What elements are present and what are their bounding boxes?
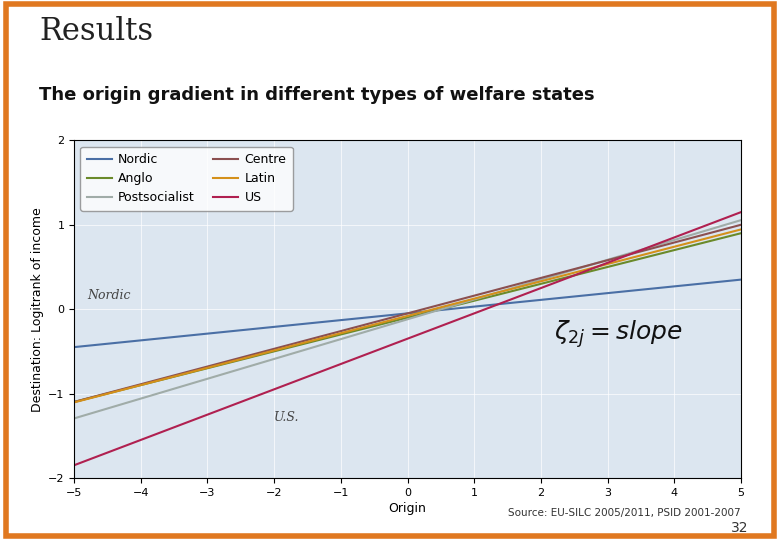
Latin <box>466 296 476 302</box>
Centre <box>464 294 473 300</box>
Centre <box>72 398 81 404</box>
US <box>477 307 487 314</box>
Line: Anglo: Anglo <box>74 233 741 402</box>
Latin <box>69 399 79 406</box>
X-axis label: Origin: Origin <box>388 502 427 515</box>
Line: US: US <box>74 212 741 465</box>
Text: Nordic: Nordic <box>87 289 131 302</box>
Text: The origin gradient in different types of welfare states: The origin gradient in different types o… <box>39 86 594 104</box>
Postsocialist <box>69 415 79 422</box>
Centre <box>632 249 641 256</box>
US <box>674 233 683 239</box>
Legend: Nordic, Anglo, Postsocialist, Centre, Latin, US: Nordic, Anglo, Postsocialist, Centre, La… <box>80 147 292 211</box>
Nordic <box>72 343 81 350</box>
Postsocialist <box>477 294 487 300</box>
Text: Results: Results <box>39 16 153 47</box>
Latin <box>72 399 81 405</box>
Postsocialist <box>674 235 683 242</box>
Postsocialist <box>464 298 473 304</box>
Text: 32: 32 <box>732 521 749 535</box>
Latin <box>632 253 641 260</box>
US <box>72 461 81 468</box>
US <box>466 312 476 318</box>
Text: U.S.: U.S. <box>274 411 300 424</box>
Nordic <box>464 304 473 310</box>
US <box>736 209 746 215</box>
Line: Postsocialist: Postsocialist <box>74 220 741 418</box>
Nordic <box>736 276 746 283</box>
Text: $\zeta_{2j} = slope$: $\zeta_{2j} = slope$ <box>555 319 682 350</box>
Anglo <box>466 298 476 305</box>
Anglo <box>72 398 81 404</box>
Line: Latin: Latin <box>74 230 741 402</box>
Postsocialist <box>466 297 476 303</box>
Anglo <box>464 299 473 305</box>
Latin <box>674 242 683 249</box>
Line: Centre: Centre <box>74 225 741 402</box>
Anglo <box>477 295 487 302</box>
Line: Nordic: Nordic <box>74 280 741 347</box>
Nordic <box>477 302 487 309</box>
Centre <box>466 293 476 300</box>
Nordic <box>69 344 79 350</box>
Centre <box>736 221 746 228</box>
Nordic <box>632 287 641 293</box>
Anglo <box>69 399 79 405</box>
Anglo <box>674 246 683 252</box>
Anglo <box>632 256 641 263</box>
Postsocialist <box>72 415 81 421</box>
Latin <box>477 293 487 300</box>
Latin <box>464 297 473 303</box>
Centre <box>69 399 79 405</box>
US <box>632 248 641 255</box>
Centre <box>674 238 683 245</box>
Nordic <box>466 303 476 310</box>
Anglo <box>736 230 746 237</box>
Postsocialist <box>736 217 746 224</box>
Postsocialist <box>632 248 641 254</box>
Text: Source: EU-SILC 2005/2011, PSID 2001-2007: Source: EU-SILC 2005/2011, PSID 2001-200… <box>509 508 741 518</box>
Nordic <box>674 283 683 289</box>
Latin <box>736 226 746 233</box>
US <box>69 462 79 469</box>
Y-axis label: Destination: Logitrank of income: Destination: Logitrank of income <box>30 207 44 411</box>
Centre <box>477 291 487 297</box>
US <box>464 312 473 319</box>
